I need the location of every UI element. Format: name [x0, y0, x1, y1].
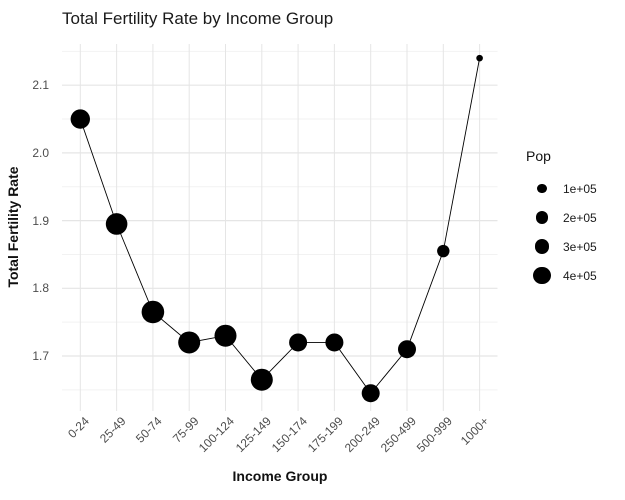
y-tick-label: 2.0 — [32, 145, 49, 160]
legend-label: 3e+05 — [563, 239, 597, 254]
legend-label: 1e+05 — [563, 181, 597, 196]
data-point — [141, 300, 165, 324]
legend-dot-icon — [534, 239, 550, 254]
data-point — [70, 109, 91, 129]
y-tick-label: 1.9 — [32, 213, 49, 228]
data-line — [79, 58, 481, 394]
data-point — [476, 54, 483, 62]
legend-swatch — [526, 266, 558, 285]
chart-title: Total Fertility Rate by Income Group — [62, 9, 334, 28]
legend-swatch — [526, 239, 558, 254]
legend-dot-icon — [533, 266, 551, 285]
legend-swatch — [526, 211, 558, 224]
data-point — [289, 333, 308, 352]
x-axis-title: Income Group — [232, 468, 328, 484]
legend-dot-icon — [537, 183, 547, 194]
data-point — [437, 244, 450, 258]
data-point — [361, 384, 380, 403]
data-point — [250, 368, 273, 391]
legend-item: 2e+05 — [526, 203, 597, 232]
legend-label: 4e+05 — [563, 268, 597, 283]
legend-swatch — [526, 183, 558, 194]
data-point — [105, 213, 128, 235]
legend-item: 1e+05 — [526, 174, 597, 203]
legend-title: Pop — [526, 148, 551, 164]
legend-label: 2e+05 — [563, 210, 597, 225]
data-point — [178, 331, 201, 354]
data-point — [325, 333, 344, 352]
y-tick-label: 1.8 — [32, 281, 49, 296]
data-point — [398, 340, 416, 359]
y-tick-label: 2.1 — [32, 78, 49, 93]
y-axis-title: Total Fertility Rate — [5, 166, 21, 288]
y-tick-label: 1.7 — [32, 349, 49, 363]
legend-items: 1e+05 2e+05 3e+05 4e+05 — [526, 174, 597, 290]
data-point — [214, 324, 237, 347]
legend-item: 3e+05 — [526, 232, 597, 261]
legend-item: 4e+05 — [526, 261, 597, 290]
legend: Pop 1e+05 2e+05 3e+05 4e+05 — [526, 148, 597, 290]
legend-dot-icon — [535, 211, 549, 224]
